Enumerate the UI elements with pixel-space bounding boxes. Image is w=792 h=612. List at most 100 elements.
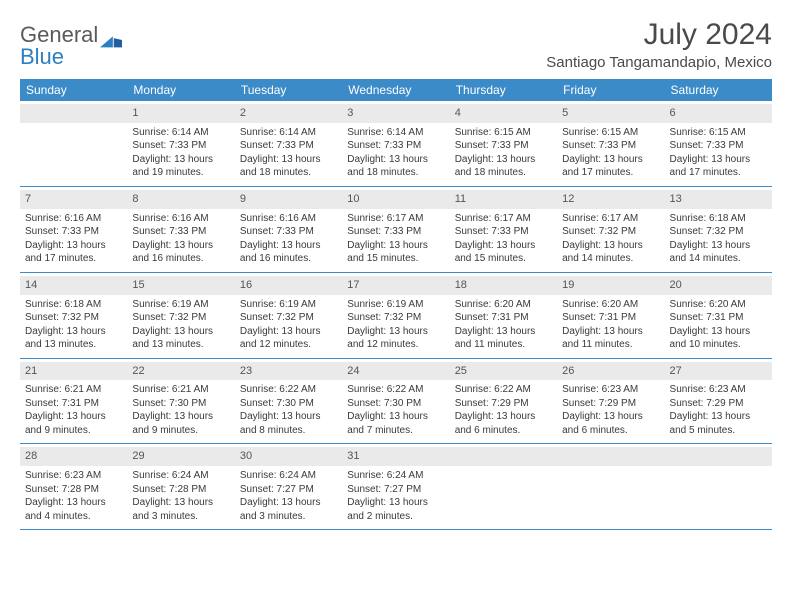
sunrise-line: Sunrise: 6:14 AM xyxy=(347,126,444,140)
week-row: 1Sunrise: 6:14 AMSunset: 7:33 PMDaylight… xyxy=(20,101,772,187)
week-row: 14Sunrise: 6:18 AMSunset: 7:32 PMDayligh… xyxy=(20,273,772,359)
day-cell: 7Sunrise: 6:16 AMSunset: 7:33 PMDaylight… xyxy=(20,187,127,272)
sunset-line: Sunset: 7:33 PM xyxy=(132,225,229,239)
daylight-line: Daylight: 13 hours and 16 minutes. xyxy=(132,239,229,266)
sunset-line: Sunset: 7:29 PM xyxy=(455,397,552,411)
sunrise-line: Sunrise: 6:15 AM xyxy=(562,126,659,140)
day-cell: 29Sunrise: 6:24 AMSunset: 7:28 PMDayligh… xyxy=(127,444,234,529)
day-number: 19 xyxy=(557,276,664,295)
daylight-line: Daylight: 13 hours and 15 minutes. xyxy=(347,239,444,266)
day-number: 7 xyxy=(20,190,127,209)
title-block: July 2024 Santiago Tangamandapio, Mexico xyxy=(546,18,772,71)
sunset-line: Sunset: 7:33 PM xyxy=(347,139,444,153)
sunrise-line: Sunrise: 6:19 AM xyxy=(347,298,444,312)
sunset-line: Sunset: 7:32 PM xyxy=(132,311,229,325)
day-cell: 5Sunrise: 6:15 AMSunset: 7:33 PMDaylight… xyxy=(557,101,664,186)
day-number: 11 xyxy=(450,190,557,209)
header: General Blue July 2024 Santiago Tangaman… xyxy=(20,18,772,71)
daylight-line: Daylight: 13 hours and 10 minutes. xyxy=(670,325,767,352)
day-cell: 8Sunrise: 6:16 AMSunset: 7:33 PMDaylight… xyxy=(127,187,234,272)
day-cell: 11 Sunrise: 6:17 AMSunset: 7:33 PMDayligh… xyxy=(450,187,557,272)
weeks-container: 1Sunrise: 6:14 AMSunset: 7:33 PMDaylight… xyxy=(20,101,772,530)
daylight-line: Daylight: 13 hours and 3 minutes. xyxy=(132,496,229,523)
day-number: 6 xyxy=(665,104,772,123)
day-cell: 10Sunrise: 6:17 AMSunset: 7:33 PMDayligh… xyxy=(342,187,449,272)
sunrise-line: Sunrise: 6:16 AM xyxy=(240,212,337,226)
day-cell: 1Sunrise: 6:14 AMSunset: 7:33 PMDaylight… xyxy=(127,101,234,186)
day-cell: 30Sunrise: 6:24 AMSunset: 7:27 PMDayligh… xyxy=(235,444,342,529)
sunrise-line: Sunrise: 6:23 AM xyxy=(670,383,767,397)
day-cell: 26Sunrise: 6:23 AMSunset: 7:29 PMDayligh… xyxy=(557,359,664,444)
dow-friday: Friday xyxy=(557,79,664,101)
sunrise-line: Sunrise: 6:23 AM xyxy=(562,383,659,397)
sunset-line: Sunset: 7:32 PM xyxy=(240,311,337,325)
sunrise-line: Sunrise: 6:24 AM xyxy=(347,469,444,483)
day-cell: 21Sunrise: 6:21 AMSunset: 7:31 PMDayligh… xyxy=(20,359,127,444)
daylight-line: Daylight: 13 hours and 14 minutes. xyxy=(562,239,659,266)
daylight-line: Daylight: 13 hours and 12 minutes. xyxy=(347,325,444,352)
day-number xyxy=(450,447,557,466)
daylight-line: Daylight: 13 hours and 18 minutes. xyxy=(347,153,444,180)
daylight-line: Daylight: 13 hours and 5 minutes. xyxy=(670,410,767,437)
dow-saturday: Saturday xyxy=(665,79,772,101)
sunrise-line: Sunrise: 6:20 AM xyxy=(455,298,552,312)
dow-wednesday: Wednesday xyxy=(342,79,449,101)
sunrise-line: Sunrise: 6:18 AM xyxy=(670,212,767,226)
day-number: 17 xyxy=(342,276,449,295)
daylight-line: Daylight: 13 hours and 9 minutes. xyxy=(25,410,122,437)
daylight-line: Daylight: 13 hours and 6 minutes. xyxy=(562,410,659,437)
dow-monday: Monday xyxy=(127,79,234,101)
day-number: 23 xyxy=(235,362,342,381)
sunrise-line: Sunrise: 6:15 AM xyxy=(455,126,552,140)
sunset-line: Sunset: 7:31 PM xyxy=(455,311,552,325)
sunrise-line: Sunrise: 6:17 AM xyxy=(562,212,659,226)
week-row: 7Sunrise: 6:16 AMSunset: 7:33 PMDaylight… xyxy=(20,187,772,273)
daylight-line: Daylight: 13 hours and 19 minutes. xyxy=(132,153,229,180)
sunrise-line: Sunrise: 6:14 AM xyxy=(132,126,229,140)
day-cell: 18 Sunrise: 6:20 AMSunset: 7:31 PMDayligh… xyxy=(450,273,557,358)
sunset-line: Sunset: 7:31 PM xyxy=(670,311,767,325)
daylight-line: Daylight: 13 hours and 15 minutes. xyxy=(455,239,552,266)
dow-row: SundayMondayTuesdayWednesdayThursdayFrid… xyxy=(20,79,772,101)
sunset-line: Sunset: 7:27 PM xyxy=(240,483,337,497)
sunset-line: Sunset: 7:30 PM xyxy=(132,397,229,411)
day-number xyxy=(20,104,127,123)
daylight-line: Daylight: 13 hours and 14 minutes. xyxy=(670,239,767,266)
dow-thursday: Thursday xyxy=(450,79,557,101)
sunset-line: Sunset: 7:31 PM xyxy=(562,311,659,325)
sunset-line: Sunset: 7:33 PM xyxy=(240,139,337,153)
day-number: 8 xyxy=(127,190,234,209)
day-number: 28 xyxy=(20,447,127,466)
sunset-line: Sunset: 7:27 PM xyxy=(347,483,444,497)
sunset-line: Sunset: 7:33 PM xyxy=(670,139,767,153)
sunrise-line: Sunrise: 6:23 AM xyxy=(25,469,122,483)
sunrise-line: Sunrise: 6:20 AM xyxy=(562,298,659,312)
day-cell xyxy=(665,444,772,529)
week-row: 28Sunrise: 6:23 AMSunset: 7:28 PMDayligh… xyxy=(20,444,772,530)
daylight-line: Daylight: 13 hours and 4 minutes. xyxy=(25,496,122,523)
sunset-line: Sunset: 7:28 PM xyxy=(132,483,229,497)
day-number: 12 xyxy=(557,190,664,209)
sunset-line: Sunset: 7:32 PM xyxy=(25,311,122,325)
day-cell xyxy=(20,101,127,186)
sunset-line: Sunset: 7:28 PM xyxy=(25,483,122,497)
day-number: 18 xyxy=(450,276,557,295)
sunrise-line: Sunrise: 6:24 AM xyxy=(240,469,337,483)
day-number: 24 xyxy=(342,362,449,381)
day-number: 2 xyxy=(235,104,342,123)
day-cell: 27Sunrise: 6:23 AMSunset: 7:29 PMDayligh… xyxy=(665,359,772,444)
day-cell: 17Sunrise: 6:19 AMSunset: 7:32 PMDayligh… xyxy=(342,273,449,358)
sunrise-line: Sunrise: 6:24 AM xyxy=(132,469,229,483)
sunset-line: Sunset: 7:33 PM xyxy=(455,225,552,239)
sunrise-line: Sunrise: 6:17 AM xyxy=(455,212,552,226)
day-cell: 31Sunrise: 6:24 AMSunset: 7:27 PMDayligh… xyxy=(342,444,449,529)
day-number: 25 xyxy=(450,362,557,381)
day-cell: 12Sunrise: 6:17 AMSunset: 7:32 PMDayligh… xyxy=(557,187,664,272)
dow-tuesday: Tuesday xyxy=(235,79,342,101)
sunrise-line: Sunrise: 6:22 AM xyxy=(347,383,444,397)
day-number: 16 xyxy=(235,276,342,295)
sunset-line: Sunset: 7:33 PM xyxy=(562,139,659,153)
daylight-line: Daylight: 13 hours and 6 minutes. xyxy=(455,410,552,437)
day-cell: 6Sunrise: 6:15 AMSunset: 7:33 PMDaylight… xyxy=(665,101,772,186)
daylight-line: Daylight: 13 hours and 11 minutes. xyxy=(455,325,552,352)
